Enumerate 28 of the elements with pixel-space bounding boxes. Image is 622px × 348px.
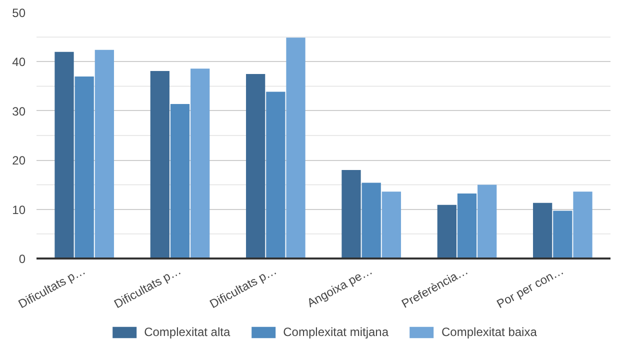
legend-label: Complexitat baixa (442, 325, 537, 339)
bar (533, 202, 552, 258)
bar (54, 52, 74, 258)
bar (246, 74, 266, 258)
legend-label: Complexitat mitjana (283, 325, 389, 339)
y-tick-label: 10 (12, 202, 26, 217)
bar (362, 182, 381, 258)
bar (382, 192, 401, 258)
legend-label: Complexitat alta (144, 325, 230, 339)
x-tick-label: Por per con… (494, 263, 566, 312)
bar (342, 170, 361, 258)
y-tick-label: 50 (12, 6, 26, 20)
bar (437, 204, 456, 258)
bar (150, 71, 170, 258)
bar (94, 50, 114, 258)
bar (266, 92, 286, 258)
y-tick-label: 20 (12, 154, 26, 168)
bar (286, 38, 306, 258)
bar (170, 104, 190, 258)
y-tick-label: 40 (12, 55, 26, 70)
bar (74, 76, 94, 258)
bar (478, 184, 497, 258)
bar (190, 68, 210, 258)
y-tick-label: 30 (12, 104, 26, 118)
bar (573, 192, 592, 258)
y-tick-label: 0 (18, 252, 26, 266)
bar (553, 210, 572, 258)
bar (457, 194, 477, 258)
